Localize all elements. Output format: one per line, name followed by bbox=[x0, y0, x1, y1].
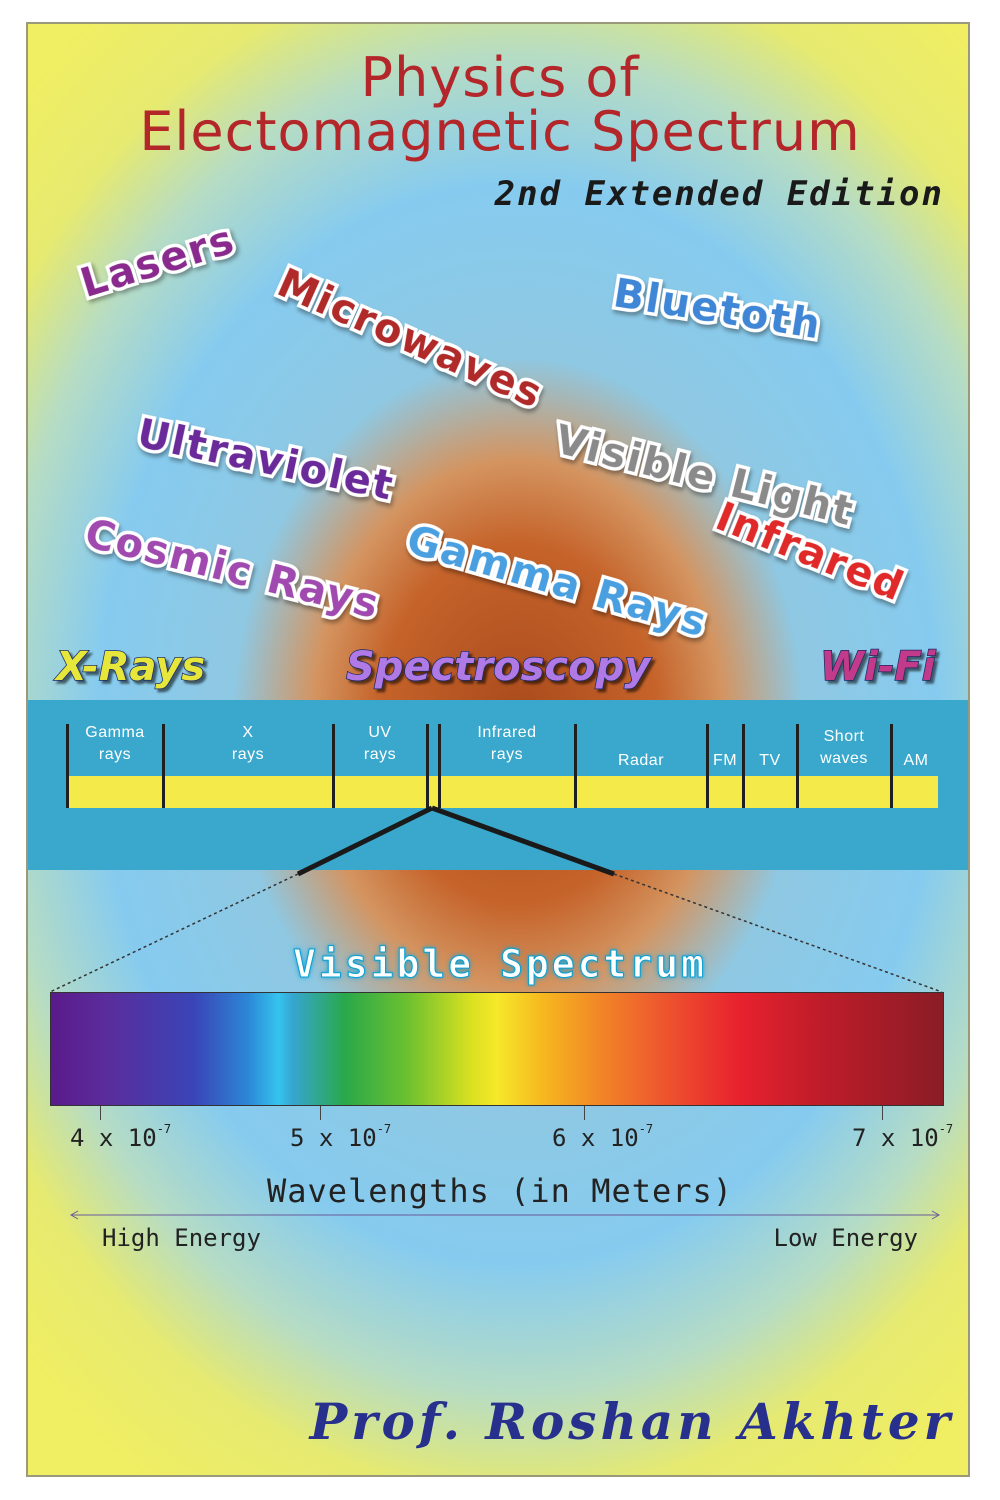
tick-label-6e-7: 6 x 10-7 bbox=[552, 1122, 654, 1152]
region-divider bbox=[890, 724, 893, 808]
region-short-waves: Short waves bbox=[820, 728, 868, 767]
region-infrared-rays: Infrared rays bbox=[477, 724, 537, 763]
region-divider bbox=[332, 724, 335, 808]
region-divider bbox=[796, 724, 799, 808]
region-divider bbox=[66, 724, 69, 808]
banner-wi-fi: Wi-Fi bbox=[819, 643, 936, 691]
book-cover: Physics of Electomagnetic Spectrum 2nd E… bbox=[26, 22, 970, 1477]
low-energy-label: Low Energy bbox=[773, 1224, 919, 1252]
visible-spectrum-gradient-bar bbox=[50, 992, 944, 1106]
region-uv-rays: UV rays bbox=[363, 724, 397, 763]
banner-spectroscopy: Spectroscopy bbox=[345, 643, 651, 691]
high-energy-label: High Energy bbox=[102, 1224, 261, 1252]
em-spectrum-strip bbox=[66, 776, 938, 808]
region-divider bbox=[426, 724, 429, 808]
tick-label-4e-7: 4 x 10-7 bbox=[70, 1122, 172, 1152]
axis-title-wavelengths: Wavelengths (in Meters) bbox=[266, 1172, 734, 1210]
visible-spectrum-title: Visible Spectrum bbox=[292, 942, 708, 987]
region-tv: TV bbox=[759, 752, 781, 769]
region-fm: FM bbox=[712, 752, 738, 769]
region-divider bbox=[162, 724, 165, 808]
tick-label-7e-7: 7 x 10-7 bbox=[852, 1122, 954, 1152]
tick-label-5e-7: 5 x 10-7 bbox=[290, 1122, 392, 1152]
region-gamma-rays: Gamma rays bbox=[85, 724, 145, 763]
banner-x-rays: X-Rays bbox=[55, 643, 206, 691]
zoom-connector-lines bbox=[49, 805, 943, 993]
region-divider bbox=[574, 724, 577, 808]
region-divider bbox=[706, 724, 709, 808]
tick-mark bbox=[320, 1106, 321, 1120]
tick-mark bbox=[882, 1106, 883, 1120]
tick-mark bbox=[100, 1106, 101, 1120]
title-line-1: Physics of bbox=[360, 46, 640, 109]
energy-arrow bbox=[69, 1210, 941, 1220]
region-divider bbox=[742, 724, 745, 808]
author-name: Prof. Roshan Akhter bbox=[309, 1392, 954, 1451]
region-radar: Radar bbox=[617, 752, 665, 769]
tick-mark bbox=[584, 1106, 585, 1120]
region-am: AM bbox=[903, 752, 929, 769]
title-line-2: Electomagnetic Spectrum bbox=[139, 100, 861, 163]
region-divider bbox=[438, 724, 441, 808]
edition-subtitle: 2nd Extended Edition bbox=[494, 174, 944, 214]
